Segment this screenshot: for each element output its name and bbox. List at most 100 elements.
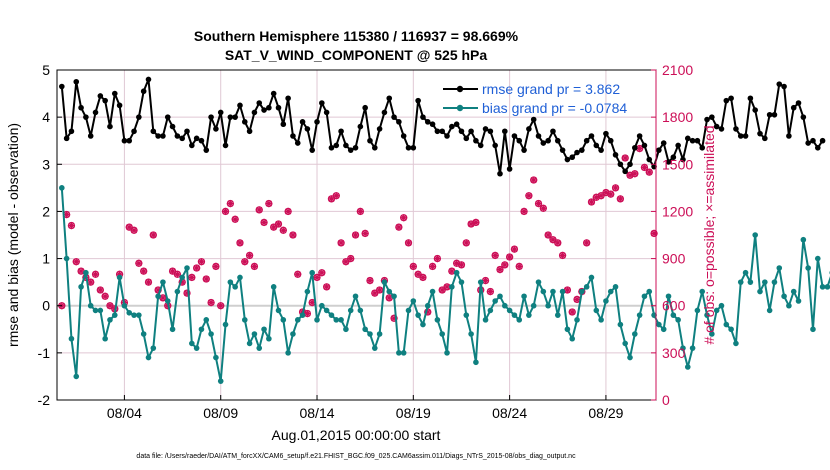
rmse-point [636,133,643,139]
bias-point [603,298,609,304]
obs-assimilated-marker [241,258,249,266]
bias-point [766,307,773,314]
rmse-point [232,114,238,120]
bias-point [752,232,758,238]
rmse-point [656,147,662,153]
obs-count-point [241,258,249,266]
bias-point [73,373,80,380]
obs-count-point [530,176,538,184]
obs-assimilated-marker [525,192,533,200]
bias-point [304,288,311,295]
bias-point [574,317,580,323]
obs-count-point [616,195,625,203]
right-tick-label: 1800 [662,109,693,125]
bias-point [632,331,638,337]
obs-count-point [462,239,470,247]
obs-count-point [515,262,523,271]
bias-point [285,350,291,356]
obs-count-point [457,261,466,269]
rmse-point [468,128,474,135]
bias-point [579,288,585,295]
bias-point [704,312,710,318]
rmse-point [256,100,263,106]
obs-count-point [558,251,567,260]
rmse-point [376,126,383,132]
rmse-point [641,142,648,149]
bias-point [439,331,446,337]
right-tick-label: 600 [662,298,686,314]
bias-point [781,293,787,300]
obs-count-point [265,199,273,208]
rmse-point [670,154,677,161]
rmse-point [728,95,734,102]
bias-point [208,331,214,337]
bias-point [424,302,431,309]
obs-assimilated-marker [246,251,254,259]
bias-point [747,279,754,285]
bias-point [718,302,725,309]
obs-assimilated-marker [535,200,543,208]
bias-point [790,288,797,295]
rmse-point [583,137,590,144]
bias-point [179,274,185,281]
rmse-point [757,130,763,137]
obs-count-point [212,262,220,271]
rmse-point [699,144,706,151]
obs-assimilated-marker [443,283,451,291]
bias-point [810,326,816,333]
rmse-point [73,78,80,85]
obs-assimilated-marker [631,170,639,178]
rmse-point [400,133,407,139]
bias-point [641,293,648,300]
obs-count-point [621,154,629,162]
rmse-point [434,128,441,135]
rmse-point [410,144,417,151]
bias-point [198,326,205,333]
obs-assimilated-marker [457,261,465,269]
obs-assimilated-marker [510,245,518,253]
chart-title-line2: SAT_V_WIND_COMPONENT @ 525 hPa [225,47,488,63]
rmse-point [136,114,142,120]
obs-assimilated-marker [173,270,181,278]
obs-assimilated-marker [616,195,624,203]
obs-assimilated-marker [265,200,273,208]
obs-assimilated-marker [303,310,311,318]
obs-assimilated-marker [270,223,278,231]
rmse-point [506,166,513,172]
obs-count-point [395,223,403,231]
bias-point [290,331,296,337]
rmse-point [723,97,730,104]
bias-point [251,331,258,337]
bias-point [261,326,267,333]
bias-point [391,293,397,300]
rmse-point [617,161,624,168]
legend-rmse-marker [456,85,464,93]
bias-point [420,321,426,328]
rmse-point [63,135,70,142]
right-tick-label: 2100 [662,62,693,78]
obs-count-point [135,259,143,267]
rmse-point [217,109,224,116]
obs-assimilated-marker [289,231,297,239]
rmse-point [747,95,754,102]
bias-point [800,236,807,243]
bias-point [184,265,190,271]
x-tick-label: 08/09 [203,405,238,421]
bias-point [622,340,628,347]
rmse-point [559,147,566,153]
rmse-point [59,83,65,90]
obs-assimilated-marker [390,314,398,322]
left-tick-label: -2 [38,392,51,408]
bias-point [728,326,734,333]
legend-bias-marker [456,104,464,112]
bias-point [545,302,551,309]
rmse-point [574,149,580,156]
obs-count-point [510,245,519,253]
legend-rmse-label: rmse grand pr = 3.862 [482,81,620,97]
obs-assimilated-marker [323,283,331,291]
rmse-point [150,128,157,135]
obs-assimilated-marker [496,266,504,274]
rmse-point [463,135,470,142]
bias-point [396,350,402,356]
